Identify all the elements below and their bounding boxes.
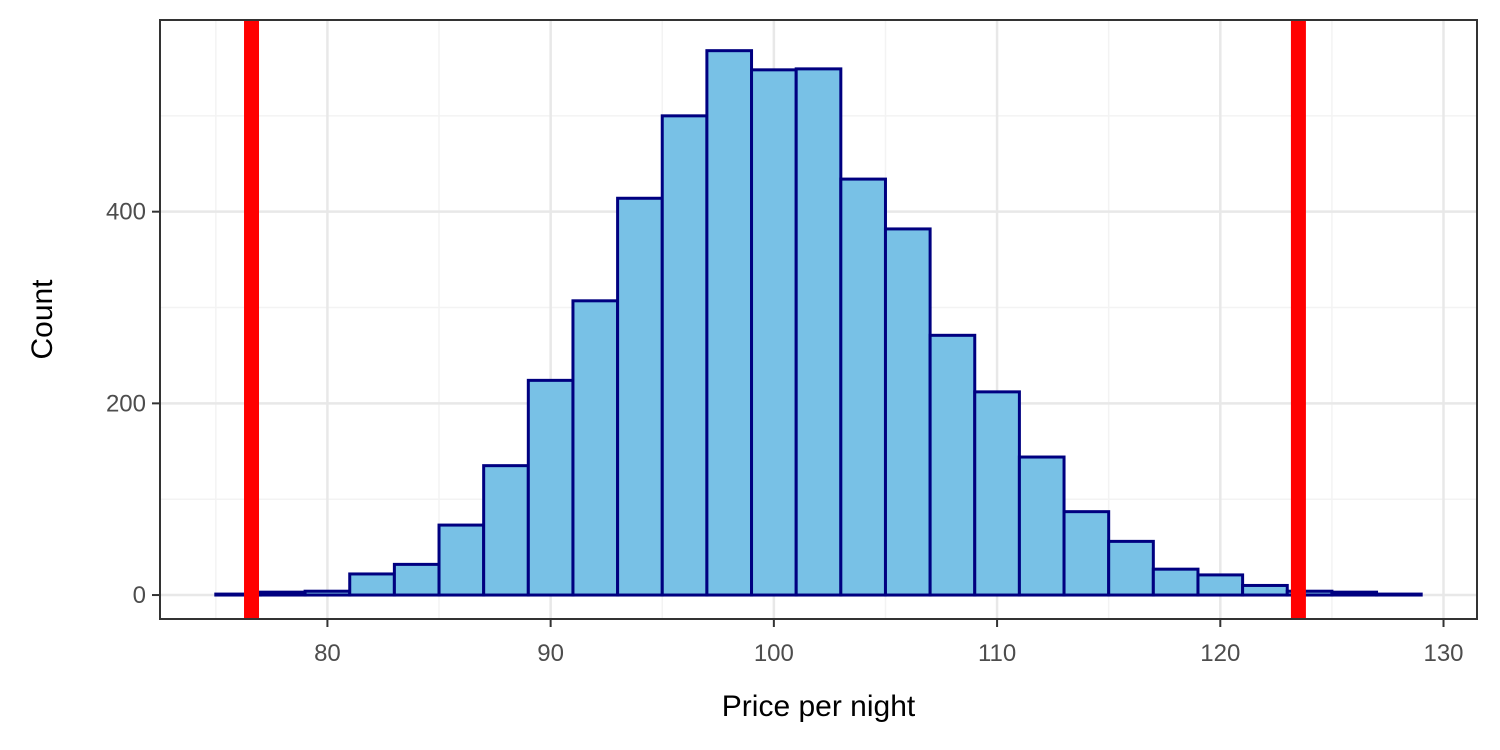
axes: 80 90 100 110 120 130 0 200 400 [106,199,1464,667]
histogram-bar [1107,539,1155,597]
histogram-bar [437,523,486,597]
y-tick-label: 400 [106,199,146,226]
y-axis-title: Count [26,279,59,360]
y-tick-label: 0 [133,582,146,609]
histogram-bar [1062,510,1111,597]
histogram-bar [1196,573,1245,597]
reference-lines [244,20,1306,619]
histogram-bar [571,299,620,597]
x-tick-label: 110 [978,640,1016,667]
histogram-bar [660,114,709,597]
histogram-bar [839,177,887,597]
histogram-bar [1151,567,1200,597]
histogram-bar [258,590,307,597]
x-tick-label: 100 [754,640,794,667]
histogram-bar [1330,590,1379,597]
histogram-bar [348,572,396,597]
histogram-bar [1017,455,1066,597]
histogram-bar [705,49,754,597]
panel-border [159,19,1478,620]
histogram-bar [616,196,664,597]
histogram-bar [392,562,441,597]
histogram-bar [482,464,530,597]
histogram-bar [750,68,798,597]
histogram-bar [1375,592,1423,597]
x-tick-label: 130 [1423,640,1463,667]
x-tick-label: 90 [537,640,564,667]
histogram-bars [214,49,1423,597]
histogram-bar [973,390,1021,597]
x-axis-title: Price per night [722,690,916,723]
histogram-bar [794,67,843,597]
histogram-bar [883,227,932,597]
histogram-bar [928,333,977,597]
x-tick-label: 120 [1200,640,1240,667]
histogram-bar [526,378,575,597]
y-tick-label: 200 [106,390,146,417]
x-tick-label: 80 [314,640,341,667]
histogram-bar [303,589,352,597]
histogram-bar [1241,583,1289,597]
